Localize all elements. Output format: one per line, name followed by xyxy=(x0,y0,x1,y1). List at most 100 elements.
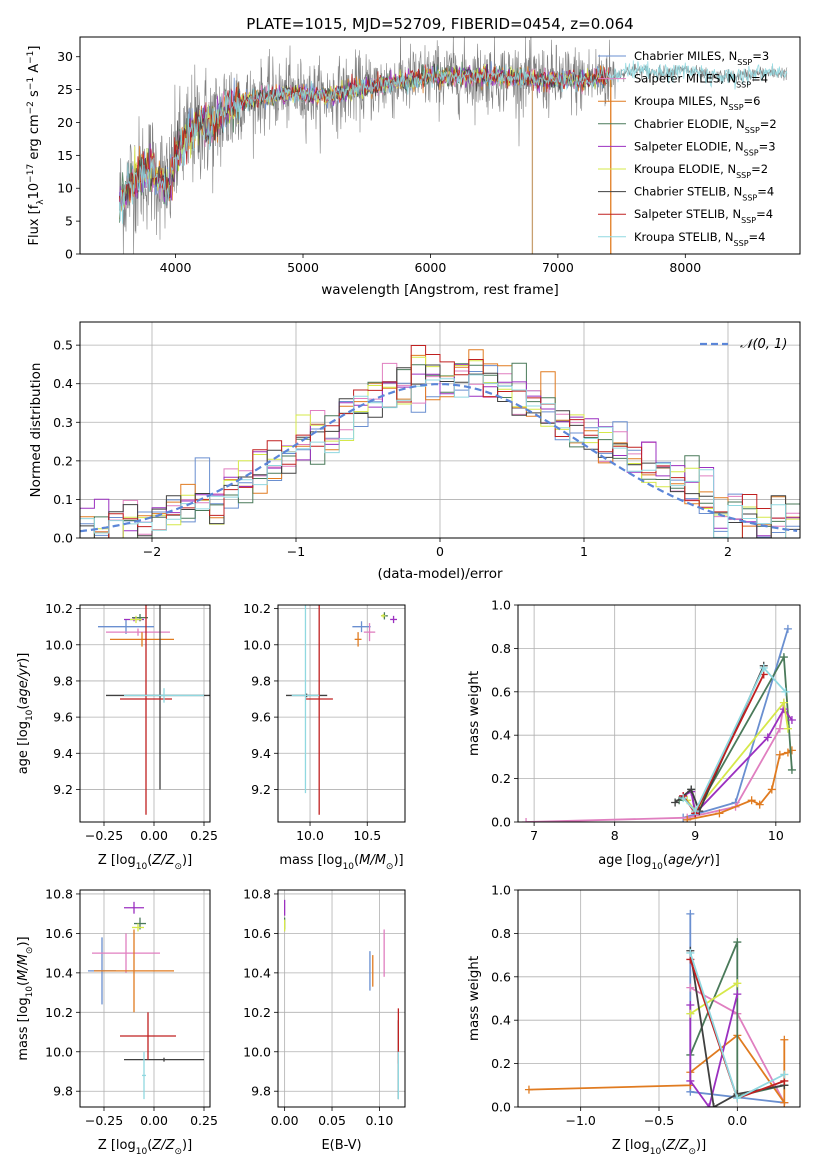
weight-marker xyxy=(683,815,692,822)
weight-marker xyxy=(733,990,742,999)
plot-area-spectrum xyxy=(119,37,788,254)
errorbar-point xyxy=(390,615,397,624)
x-tick-label: 0 xyxy=(436,544,444,559)
y-tick-label: 10.2 xyxy=(243,601,271,616)
x-tick-label: 7 xyxy=(530,828,538,843)
label-part: Z [log xyxy=(612,1138,650,1153)
panel-weight-vs-Z: −1.0 −0.5 0.0 0.0 0.2 0.4 0.6 0.8 1.0 Z [log10(Z/… xyxy=(466,883,801,1157)
label-part: s xyxy=(27,90,42,101)
y-tick-label: 10.4 xyxy=(243,965,271,980)
weight-marker xyxy=(686,1076,695,1085)
label-part: −1 xyxy=(26,77,36,90)
x-tick-label: −2 xyxy=(143,544,161,559)
y-tick-label: 0.0 xyxy=(491,815,511,830)
histogram-step xyxy=(80,364,800,538)
y-axis-label: mass weight xyxy=(466,671,482,756)
y-axis-label: mass [log10(M/M⊙)] xyxy=(16,936,35,1060)
label-part: M/M xyxy=(359,853,386,868)
weight-marker xyxy=(705,1103,714,1107)
errorbar-point xyxy=(380,614,386,618)
x-tick-label: −1 xyxy=(287,544,305,559)
legend-label: Salpeter MILES, NSSP=4 xyxy=(634,72,768,90)
legend-label: 𝒩(0, 1) xyxy=(740,337,787,352)
x-tick-label: 1 xyxy=(580,544,588,559)
y-tick-label: 9.8 xyxy=(251,1084,271,1099)
x-tick-label: 0.0 xyxy=(727,1113,747,1128)
weight-marker xyxy=(780,1070,789,1079)
label-part: −1 xyxy=(26,51,36,64)
weight-marker xyxy=(787,716,796,725)
y-tick-label: 0.3 xyxy=(53,415,73,430)
label-part: SSP xyxy=(737,58,752,67)
plot-area-age-vs-Z xyxy=(98,605,210,815)
errorbar-point xyxy=(305,605,333,815)
weight-marker xyxy=(787,765,796,774)
x-tick-label: 0.00 xyxy=(271,1113,299,1128)
plot-area-mass-vs-Z xyxy=(88,901,204,1100)
label-part: SSP xyxy=(744,148,759,157)
y-tick-label: 0.1 xyxy=(53,492,73,507)
weight-marker xyxy=(686,1001,695,1010)
y-tick-label: 5 xyxy=(65,214,73,229)
panel-age-vs-Z: −0.25 0.00 0.259.29.49.69.810.010.2Z [log1… xyxy=(16,601,218,872)
label-part: Kroupa MILES, N xyxy=(634,94,729,108)
weight-marker xyxy=(709,1103,718,1107)
x-tick-label: 4000 xyxy=(160,260,192,275)
y-tick-label: 0.4 xyxy=(491,1013,511,1028)
label-part: Z/Z xyxy=(151,1138,175,1153)
weight-marker xyxy=(747,796,756,805)
legend-label: Kroupa MILES, NSSP=6 xyxy=(634,94,760,112)
model-spectrum-line xyxy=(119,60,788,224)
x-tick-label: −0.5 xyxy=(644,1113,674,1128)
label-part: ( xyxy=(663,853,668,868)
axes-frame xyxy=(277,604,406,823)
y-tick-label: 9.2 xyxy=(251,782,271,797)
label-part: mass [log xyxy=(16,997,31,1060)
label-part: )] xyxy=(710,853,720,868)
errorbar-point xyxy=(132,923,144,932)
label-part: 10 xyxy=(136,1147,148,1157)
weight-marker xyxy=(691,807,700,816)
errorbar-point xyxy=(106,628,170,636)
y-tick-label: 0.5 xyxy=(53,338,73,353)
y-tick-label: 0.4 xyxy=(53,376,73,391)
label-part: Kroupa STELIB, N xyxy=(634,230,734,244)
y-tick-label: 10.6 xyxy=(243,926,271,941)
label-part: Flux [f xyxy=(27,204,42,245)
y-tick-label: 10.8 xyxy=(45,886,73,901)
y-tick-label: 0.8 xyxy=(491,926,511,941)
panel-mass-vs-Z: −0.25 0.00 0.25 9.8 10.0 10.2 10.4 10.6 10.8 Z [l… xyxy=(16,886,218,1157)
panel-age-vs-mass: 10.0 10.5 9.2 9.4 9.6 9.8 10.0 10.2 mass [log10(… xyxy=(243,601,406,872)
y-tick-label: 1.0 xyxy=(491,883,511,898)
y-tick-label: 0.8 xyxy=(491,641,511,656)
errorbar-point xyxy=(120,605,172,815)
label-part: Salpeter ELODIE, N xyxy=(634,139,744,153)
panel-spectrum: 4000 5000 6000 7000 8000 0 5 10 15 20 25 30 waveleng… xyxy=(26,36,801,298)
label-part: 10 xyxy=(27,183,42,200)
label-part: =3 xyxy=(759,139,776,153)
y-tick-label: 0.2 xyxy=(53,453,73,468)
y-tick-label: 10.2 xyxy=(45,601,73,616)
x-axis-label: mass [log10(M/M⊙)] xyxy=(279,853,403,872)
y-tick-label: 9.8 xyxy=(53,1084,73,1099)
weight-marker xyxy=(687,785,696,794)
y-tick-label: 10.4 xyxy=(45,965,73,980)
weight-marker xyxy=(787,746,796,755)
label-part: ⊙ xyxy=(386,862,394,872)
label-part: ⊙ xyxy=(174,862,182,872)
weight-marker xyxy=(783,624,792,633)
legend-label: Salpeter ELODIE, NSSP=3 xyxy=(634,139,776,157)
x-tick-label: 10.5 xyxy=(353,828,381,843)
label-part: ] xyxy=(27,46,42,51)
x-tick-label: −1.0 xyxy=(565,1113,595,1128)
weight-marker xyxy=(524,1085,533,1094)
label-part: =3 xyxy=(752,49,769,63)
y-tick-label: 0 xyxy=(65,247,73,262)
label-part: age/yr xyxy=(16,661,31,704)
errorbar-point xyxy=(92,933,160,973)
label-part: =2 xyxy=(751,162,768,176)
label-part: Kroupa ELODIE, N xyxy=(634,162,736,176)
y-tick-label: 9.8 xyxy=(251,673,271,688)
y-tick-label: 10.8 xyxy=(243,886,271,901)
